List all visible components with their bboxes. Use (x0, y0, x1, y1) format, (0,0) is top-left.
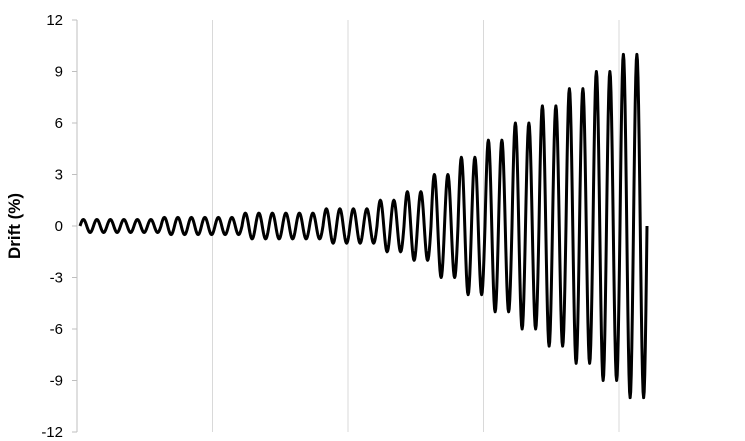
y-tick-label: 12 (46, 12, 63, 29)
y-tick-label: 3 (55, 167, 63, 184)
y-tick-label: -9 (50, 373, 63, 390)
y-axis-title: Drift (%) (5, 193, 24, 259)
drift-series-line (78, 52, 649, 400)
y-tick-label: -6 (50, 321, 63, 338)
y-tick-labels: 12 9 6 3 0 -3 -6 -9 -12 (41, 12, 77, 441)
y-tick-label: 6 (55, 115, 63, 132)
y-tick-label: 0 (55, 218, 63, 235)
y-tick-label: 9 (55, 64, 63, 81)
y-tick-label: -12 (41, 424, 63, 441)
y-tick-label: -3 (50, 270, 63, 287)
